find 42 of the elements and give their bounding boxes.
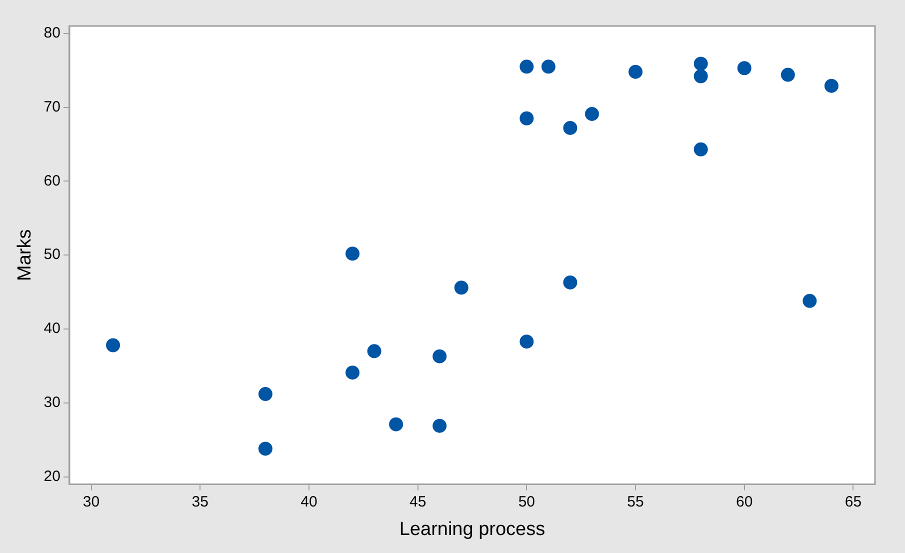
point: [520, 111, 534, 126]
point: [541, 60, 556, 74]
x-tick-label: 45: [409, 493, 426, 510]
point: [258, 387, 272, 402]
point: [520, 334, 534, 349]
point: [802, 294, 817, 308]
x-tick-label: 65: [844, 493, 862, 510]
point: [520, 60, 534, 74]
point: [563, 275, 578, 290]
y-tick-label: 40: [44, 320, 60, 338]
y-tick-label: 80: [44, 24, 60, 42]
point: [258, 442, 272, 456]
point: [628, 64, 643, 79]
point: [563, 120, 578, 135]
x-tick-label: 55: [627, 493, 644, 510]
x-tick-label: 35: [192, 493, 208, 510]
x-tick-label: 40: [300, 493, 318, 510]
point: [824, 78, 838, 93]
point: [737, 61, 752, 76]
point: [346, 366, 360, 380]
point: [694, 56, 708, 71]
point: [584, 106, 599, 121]
point: [454, 280, 468, 295]
point: [106, 338, 120, 352]
y-axis-title: Marks: [14, 229, 36, 281]
point: [367, 344, 382, 358]
y-tick-label: 30: [44, 394, 60, 412]
point: [780, 68, 795, 82]
point: [694, 69, 708, 84]
x-tick-label: 30: [82, 493, 100, 510]
y-tick-label: 70: [44, 98, 60, 116]
y-tick-label: 60: [44, 172, 60, 190]
point: [389, 417, 404, 432]
y-tick-label: 20: [44, 468, 60, 485]
x-tick-label: 50: [518, 493, 536, 510]
point: [432, 349, 447, 364]
y-tick-label: 50: [44, 246, 60, 264]
x-axis-title: Learning process: [399, 518, 546, 540]
point: [346, 246, 360, 261]
x-tick-label: 60: [736, 493, 753, 510]
point: [694, 142, 708, 156]
point: [432, 418, 447, 433]
